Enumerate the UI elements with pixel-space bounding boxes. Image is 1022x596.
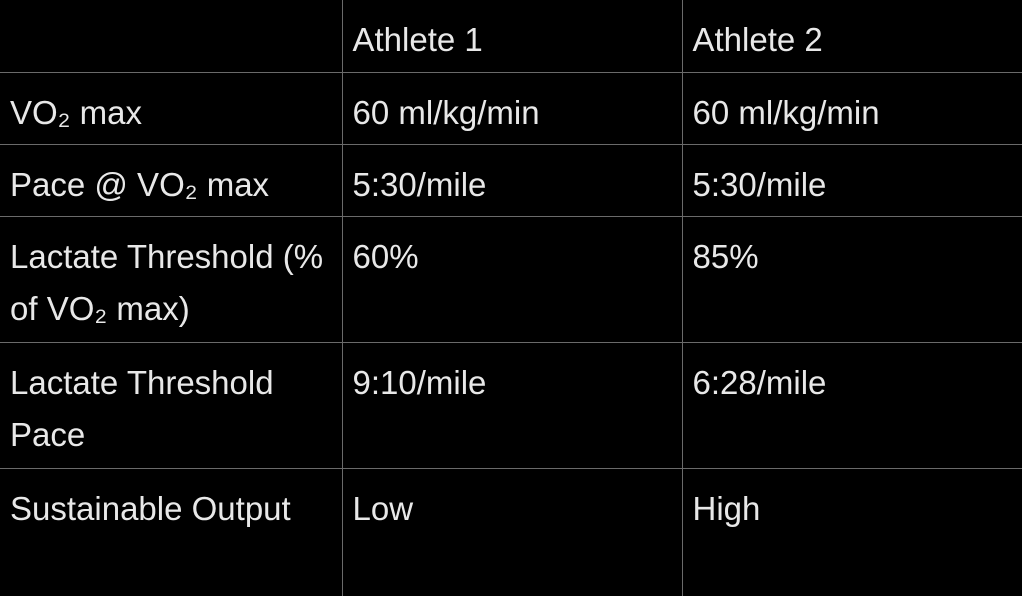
cell: 60 ml/kg/min <box>681 71 1022 145</box>
table-row: Lactate Threshold Pace 9:10/mile 6:28/mi… <box>0 341 1022 469</box>
cell: 85% <box>681 215 1022 343</box>
cell: 9:10/mile <box>341 341 683 469</box>
cell: 60 ml/kg/min <box>341 71 683 145</box>
table-row: Sustainable Output Low High <box>0 467 1022 596</box>
header-cell: Athlete 1 <box>341 0 683 73</box>
cell: 5:30/mile <box>341 143 683 217</box>
cell: High <box>681 467 1022 596</box>
header-cell <box>0 0 343 73</box>
row-label: Lactate Threshold Pace <box>0 341 343 469</box>
table-row: Lactate Threshold (% of VO₂ max) 60% 85% <box>0 215 1022 343</box>
header-row: Athlete 1 Athlete 2 <box>0 0 1022 73</box>
header-cell: Athlete 2 <box>681 0 1022 73</box>
row-label: Lactate Threshold (% of VO₂ max) <box>0 215 343 343</box>
cell: 60% <box>341 215 683 343</box>
row-label: Sustainable Output <box>0 467 343 596</box>
row-label: Pace @ VO₂ max <box>0 143 343 217</box>
row-label: VO₂ max <box>0 71 343 145</box>
cell: 5:30/mile <box>681 143 1022 217</box>
table-row: VO₂ max 60 ml/kg/min 60 ml/kg/min <box>0 71 1022 145</box>
table-row: Pace @ VO₂ max 5:30/mile 5:30/mile <box>0 143 1022 217</box>
cell: Low <box>341 467 683 596</box>
cell: 6:28/mile <box>681 341 1022 469</box>
